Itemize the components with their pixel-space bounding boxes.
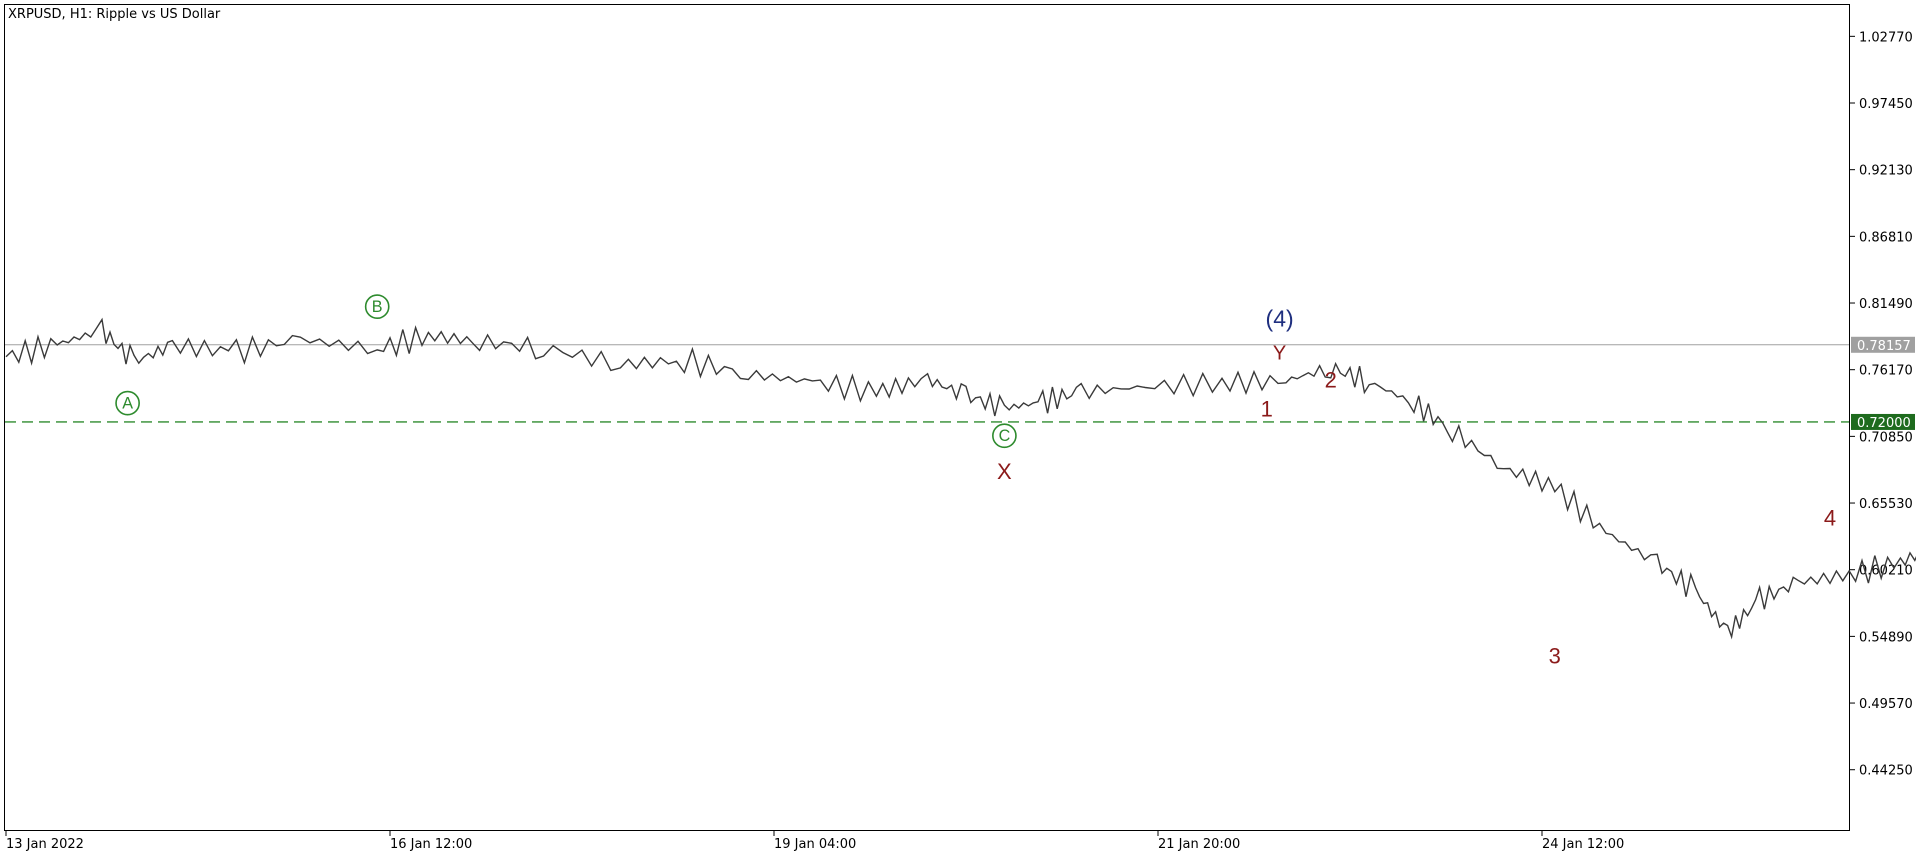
x-tick-label: 19 Jan 04:00	[774, 837, 856, 852]
y-tick-label: 0.54890	[1859, 630, 1913, 645]
level-price-tag: 0.72000	[1857, 416, 1911, 431]
wave-label: A	[122, 394, 133, 412]
x-axis: 13 Jan 2022 16 Jan 12:00 19 Jan 04:00 21 Ja…	[5, 830, 1624, 852]
wave-label: (4)	[1266, 306, 1294, 332]
y-tick-label: 0.44250	[1859, 764, 1913, 779]
x-tick-label: 24 Jan 12:00	[1542, 837, 1624, 852]
y-tick-label: 0.81490	[1859, 297, 1913, 312]
wave-label-circle	[992, 423, 1017, 449]
level-lines	[5, 344, 1849, 423]
wave-labels: XXY(C)35(2)(1)(4)4(3)(5)1(A)(B)12345(C)2…	[115, 294, 1836, 668]
y-tick-label: 0.49570	[1859, 697, 1913, 712]
chart-title: XRPUSD, H1: Ripple vs US Dollar	[8, 7, 221, 22]
wave-label: 3	[1549, 643, 1561, 668]
wave-label: Y	[1273, 343, 1286, 365]
y-tick-label: 0.97450	[1859, 97, 1913, 112]
wave-label: 4	[1824, 506, 1836, 531]
wave-label-circle	[364, 294, 390, 320]
price-series	[5, 317, 1916, 640]
current-price-tag: 0.78157	[1857, 339, 1911, 354]
y-tick-label: 0.70850	[1859, 430, 1913, 445]
price-line	[5, 317, 1916, 640]
y-tick-label: 0.92130	[1859, 164, 1913, 179]
level-price-tag-box	[1851, 413, 1915, 430]
x-tick-label: 13 Jan 2022	[6, 837, 84, 852]
y-tick-label: 0.86810	[1859, 230, 1913, 245]
wave-label-circle	[115, 390, 140, 416]
x-tick-label: 21 Jan 20:00	[1158, 837, 1240, 852]
wave-label: C	[999, 427, 1011, 445]
wave-label: B	[372, 298, 383, 316]
wave-label: 1	[1261, 396, 1273, 421]
current-price-tag-box	[1851, 336, 1915, 353]
y-tick-label: 1.02770	[1859, 30, 1913, 45]
plot-frame	[4, 4, 1850, 831]
y-tick-label: 0.65530	[1859, 497, 1913, 512]
y-tick-label: 0.76170	[1859, 364, 1913, 379]
x-tick-label: 16 Jan 12:00	[390, 837, 472, 852]
price-tags: 0.78157 0.72000	[1851, 336, 1915, 431]
wave-label: X	[997, 459, 1012, 484]
wave-label: 2	[1325, 368, 1337, 393]
y-axis: 1.02770 0.97450 0.92130 0.86810 0.81490 0.761…	[1849, 30, 1913, 779]
